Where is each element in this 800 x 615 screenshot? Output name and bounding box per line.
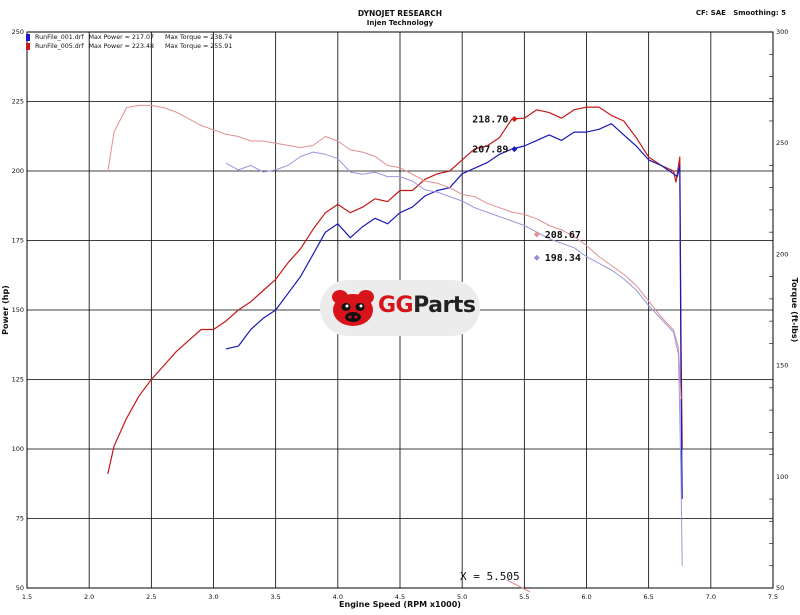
cursor-marker — [506, 579, 531, 593]
x-axis-label: Engine Speed (RPM x1000) — [339, 600, 461, 609]
x-tick-label: 5.0 — [457, 593, 467, 601]
y2-axis-label: Torque (ft-lbs) — [790, 278, 799, 343]
series-torque-runfile-001-drf — [225, 151, 683, 566]
legend-run-name: RunFile_005.drf — [35, 43, 84, 50]
y-tick-label: 175 — [12, 237, 24, 245]
y2-tick-label: 100 — [776, 473, 788, 481]
series-power-runfile-001-drf — [225, 123, 683, 500]
watermark-text: GGParts — [378, 293, 476, 318]
series-layer — [107, 104, 683, 566]
x-tick-label: 5.5 — [519, 593, 529, 601]
legend-run-name: RunFile_001.drf — [35, 34, 84, 41]
x-tick-label: 7.5 — [768, 593, 778, 601]
annotation-marker-icon — [511, 146, 518, 153]
x-tick-label: 2.5 — [146, 593, 156, 601]
series-power-runfile-005-drf — [107, 106, 683, 475]
y-tick-label: 225 — [12, 98, 24, 106]
tick-labels: 1.5 2.0 2.5 3.0 3.5 4.0 4.5 5.0 5.5 6.0 6.5 7.0 7.55… — [12, 28, 789, 601]
x-tick-label: 7.0 — [706, 593, 716, 601]
x-tick-label: 2.0 — [84, 593, 94, 601]
annotation-layer: 218.70 207.89 208.67 198.34 — [472, 115, 581, 265]
legend-max-torque: Max Torque = 238.74 — [164, 34, 233, 41]
x-tick-label: 3.0 — [208, 593, 218, 601]
y2-tick-label: 300 — [776, 28, 788, 36]
annotation-marker-icon — [511, 116, 518, 123]
x-tick-label: 4.0 — [333, 593, 343, 601]
x-tick-label: 6.5 — [643, 593, 653, 601]
legend-max-power: Max Power = 217.07 — [88, 34, 154, 41]
y-axis-label: Power (hp) — [1, 285, 10, 335]
grid — [26, 31, 774, 589]
y-tick-label: 150 — [12, 306, 24, 314]
annotation-label: 207.89 — [472, 145, 508, 156]
y2-tick-label: 250 — [776, 139, 788, 147]
y-tick-label: 250 — [12, 28, 24, 36]
legend-max-torque: Max Torque = 255.91 — [164, 43, 233, 50]
annotation-label: 208.67 — [545, 230, 581, 241]
watermark-logo: GGParts — [320, 280, 480, 336]
legend: RunFile_001.drf Max Power = 217.07 Max T… — [26, 33, 232, 51]
legend-swatch-icon — [26, 34, 30, 41]
legend-max-power: Max Power = 223.48 — [88, 43, 154, 50]
y-tick-label: 75 — [16, 515, 24, 523]
annotation-marker-icon — [533, 231, 540, 238]
y-tick-label: 125 — [12, 376, 24, 384]
plot-frame — [26, 31, 774, 589]
y-tick-label: 50 — [16, 584, 24, 592]
x-tick-label: 3.5 — [270, 593, 280, 601]
annotation-marker-icon — [533, 254, 540, 261]
y-tick-label: 200 — [12, 167, 24, 175]
x-tick-label: 1.5 — [22, 593, 32, 601]
legend-row: RunFile_001.drf Max Power = 217.07 Max T… — [26, 33, 232, 42]
legend-row: RunFile_005.drf Max Power = 223.48 Max T… — [26, 42, 232, 51]
annotation-label: 198.34 — [545, 253, 581, 264]
gg-mascot-icon — [332, 290, 374, 326]
x-tick-label: 6.0 — [581, 593, 591, 601]
chart-title: DYNOJET RESEARCH — [357, 9, 443, 18]
y2-tick-label: 50 — [776, 584, 784, 592]
chart-subtitle: Injen Technology — [366, 19, 434, 27]
settings-readout: CF: SAE Smoothing: 5 — [695, 9, 786, 17]
cursor-readout: X = 5.505 — [460, 570, 520, 583]
legend-swatch-icon — [26, 43, 30, 50]
series-torque-runfile-005-drf — [107, 104, 682, 400]
y-tick-label: 100 — [12, 445, 24, 453]
y2-tick-label: 200 — [776, 250, 788, 258]
annotation-label: 218.70 — [472, 115, 508, 126]
y2-tick-label: 150 — [776, 362, 788, 370]
x-tick-label: 4.5 — [395, 593, 405, 601]
